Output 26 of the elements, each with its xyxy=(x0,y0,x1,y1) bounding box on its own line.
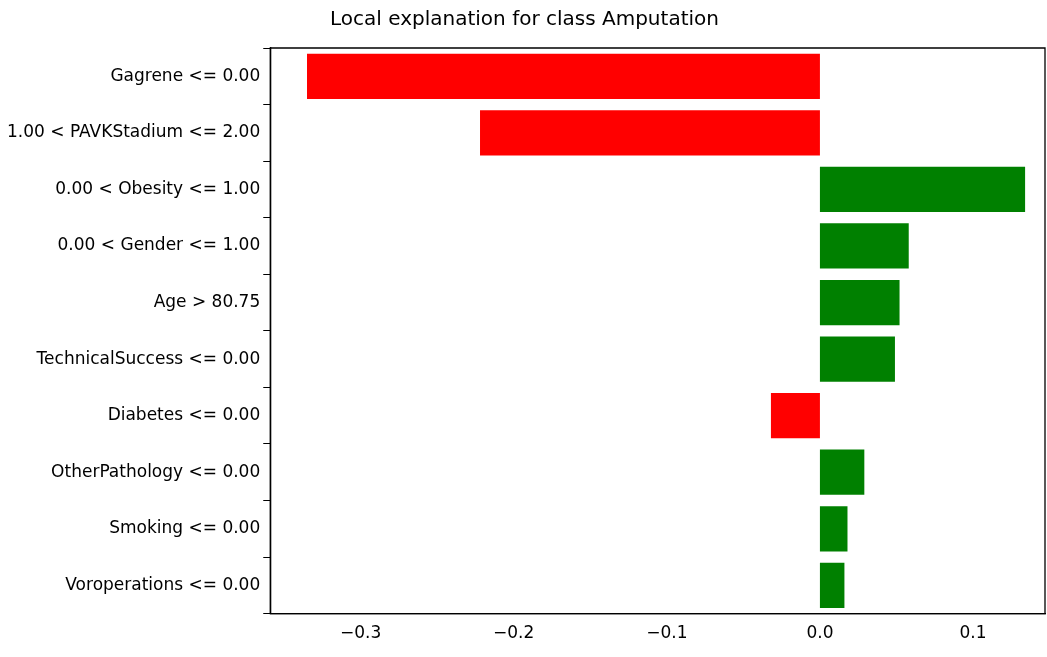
y-tick-label: TechnicalSuccess <= 0.00 xyxy=(35,347,261,368)
bar xyxy=(819,506,848,552)
bar xyxy=(770,393,820,439)
x-tick-label: −0.1 xyxy=(646,622,688,643)
bar xyxy=(307,53,820,99)
bar xyxy=(819,562,845,608)
y-tick-label: Smoking <= 0.00 xyxy=(109,517,261,538)
x-tick-label: 0.1 xyxy=(959,622,987,643)
y-tick-label: 0.00 < Gender <= 1.00 xyxy=(57,234,261,255)
bar xyxy=(819,166,1026,213)
bar xyxy=(480,110,820,156)
bar xyxy=(819,279,900,326)
y-tick-label: Age > 80.75 xyxy=(153,290,261,311)
y-tick-label: Gagrene <= 0.00 xyxy=(110,64,261,85)
y-tick-label: OtherPathology <= 0.00 xyxy=(51,460,261,481)
x-tick-label: −0.3 xyxy=(339,622,382,643)
chart-title: Local explanation for class Amputation xyxy=(330,6,719,31)
y-tick-label: 1.00 < PAVKStadium <= 2.00 xyxy=(6,121,261,142)
bar xyxy=(819,223,909,269)
y-tick-label: 0.00 < Obesity <= 1.00 xyxy=(55,177,261,198)
bar xyxy=(819,336,895,382)
x-tick-label: 0.0 xyxy=(806,622,834,643)
bar xyxy=(819,449,865,495)
x-tick-label: −0.2 xyxy=(493,622,535,643)
y-tick-label: Diabetes <= 0.00 xyxy=(107,404,261,425)
y-tick-label: Voroperations <= 0.00 xyxy=(65,573,261,594)
